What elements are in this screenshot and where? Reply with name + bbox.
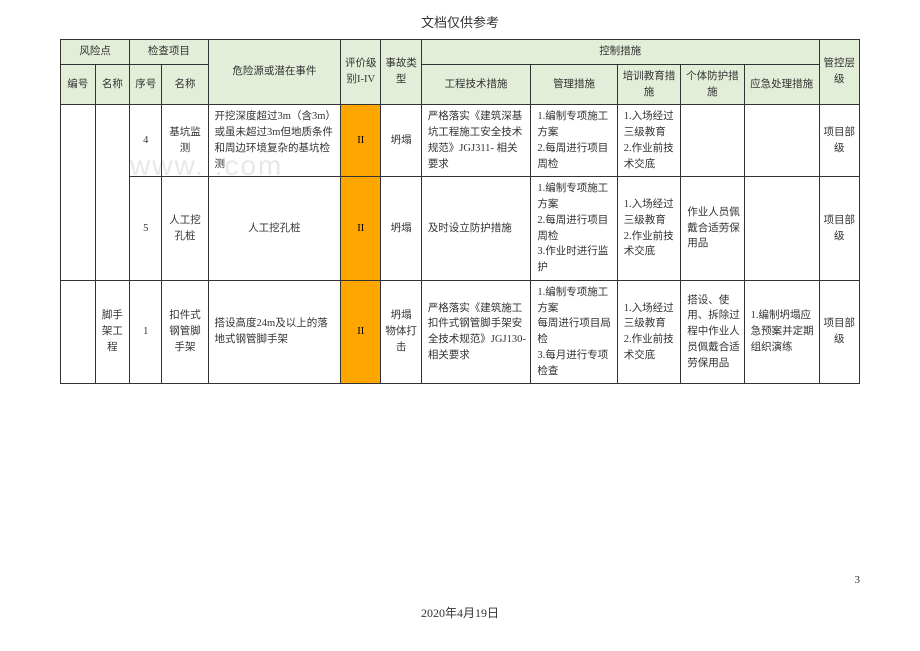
cell-item-name: 基坑监测 — [162, 105, 208, 177]
cell-risk-name — [95, 105, 130, 281]
cell-risk-num — [61, 280, 96, 384]
cell-ctrl: 项目部级 — [819, 177, 859, 281]
cell-eng: 严格落实《建筑深基坑工程施工安全技术规范》JGJ311- 相关要求 — [421, 105, 531, 177]
cell-hazard: 开挖深度超过3m（含3m）或虽未超过3m但地质条件和周边环境复杂的基坑检测 — [208, 105, 341, 177]
doc-header: 文档仅供参考 — [0, 0, 920, 39]
cell-level: II — [341, 105, 381, 177]
cell-seq: 1 — [130, 280, 162, 384]
cell-mgmt: 1.编制专项施工方案每周进行项目局检3.每月进行专项检查 — [531, 280, 617, 384]
cell-accident: 坍塌 — [381, 177, 421, 281]
table-row: 5 人工挖孔桩 人工挖孔桩 II 坍塌 及时设立防护措施 1.编制专项施工方案2… — [61, 177, 860, 281]
cell-ppe: 搭设、使用、拆除过程中作业人员佩戴合适劳保用品 — [681, 280, 744, 384]
cell-ctrl: 项目部级 — [819, 280, 859, 384]
h-mgmt: 管理措施 — [531, 64, 617, 105]
cell-item-name: 扣件式钢管脚手架 — [162, 280, 208, 384]
h-mgmt-level: 管控层级 — [819, 40, 859, 105]
cell-item-name: 人工挖孔桩 — [162, 177, 208, 281]
h-eval: 评价级别I-IV — [341, 40, 381, 105]
cell-accident: 坍塌 — [381, 105, 421, 177]
cell-hazard: 搭设高度24m及以上的落地式钢管脚手架 — [208, 280, 341, 384]
table-body: 4 基坑监测 开挖深度超过3m（含3m）或虽未超过3m但地质条件和周边环境复杂的… — [61, 105, 860, 384]
h-check-item: 检查项目 — [130, 40, 208, 65]
h-name: 名称 — [95, 64, 130, 105]
cell-emerg — [744, 177, 819, 281]
risk-table: 风险点 检查项目 危险源或潜在事件 评价级别I-IV 事故类型 控制措施 管控层… — [60, 39, 860, 384]
cell-train: 1.入场经过三级教育2.作业前技术交底 — [617, 177, 680, 281]
h-seq: 序号 — [130, 64, 162, 105]
h-num: 编号 — [61, 64, 96, 105]
h-name2: 名称 — [162, 64, 208, 105]
table-head: 风险点 检查项目 危险源或潜在事件 评价级别I-IV 事故类型 控制措施 管控层… — [61, 40, 860, 105]
h-ppe: 个体防护措施 — [681, 64, 744, 105]
footer-date: 2020年4月19日 — [0, 604, 920, 621]
cell-risk-num — [61, 105, 96, 281]
cell-risk-name: 脚手架工程 — [95, 280, 130, 384]
cell-level: II — [341, 177, 381, 281]
cell-train: 1.入场经过三级教育2.作业前技术交底 — [617, 105, 680, 177]
cell-ppe — [681, 105, 744, 177]
h-hazard: 危险源或潜在事件 — [208, 40, 341, 105]
h-control: 控制措施 — [421, 40, 819, 65]
h-accident: 事故类型 — [381, 40, 421, 105]
cell-eng: 严格落实《建筑施工扣件式钢管脚手架安全技术规范》JGJ130- 相关要求 — [421, 280, 531, 384]
cell-level: II — [341, 280, 381, 384]
cell-emerg: 1.编制坍塌应急预案并定期组织演练 — [744, 280, 819, 384]
h-eng: 工程技术措施 — [421, 64, 531, 105]
cell-seq: 5 — [130, 177, 162, 281]
cell-accident: 坍塌物体打击 — [381, 280, 421, 384]
h-train: 培训教育措施 — [617, 64, 680, 105]
cell-mgmt: 1.编制专项施工方案2.每周进行项目周检 — [531, 105, 617, 177]
cell-emerg — [744, 105, 819, 177]
page-number: 3 — [855, 574, 861, 586]
cell-mgmt: 1.编制专项施工方案2.每周进行项目周检3.作业时进行监护 — [531, 177, 617, 281]
cell-ctrl: 项目部级 — [819, 105, 859, 177]
table-row: 4 基坑监测 开挖深度超过3m（含3m）或虽未超过3m但地质条件和周边环境复杂的… — [61, 105, 860, 177]
cell-train: 1.入场经过三级教育2.作业前技术交底 — [617, 280, 680, 384]
cell-eng: 及时设立防护措施 — [421, 177, 531, 281]
cell-ppe: 作业人员佩戴合适劳保用品 — [681, 177, 744, 281]
h-emerg: 应急处理措施 — [744, 64, 819, 105]
cell-hazard: 人工挖孔桩 — [208, 177, 341, 281]
table-row: 脚手架工程 1 扣件式钢管脚手架 搭设高度24m及以上的落地式钢管脚手架 II … — [61, 280, 860, 384]
table-container: 风险点 检查项目 危险源或潜在事件 评价级别I-IV 事故类型 控制措施 管控层… — [0, 39, 920, 384]
h-risk-point: 风险点 — [61, 40, 130, 65]
cell-seq: 4 — [130, 105, 162, 177]
